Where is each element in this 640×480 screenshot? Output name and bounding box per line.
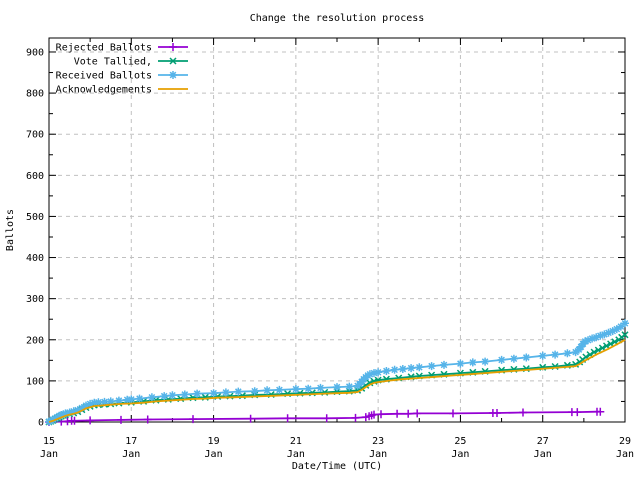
plot-border xyxy=(48,37,626,423)
x-tick-label-month: Jan xyxy=(122,449,140,460)
x-tick-label-day: 17 xyxy=(125,436,137,447)
x-tick-label-day: 15 xyxy=(43,436,55,447)
tick-labels: 0 100 200 300 400 500 600 700 800 900 15 Jan 17 Jan 19… xyxy=(26,47,634,460)
grid-lines xyxy=(50,39,624,421)
x-tick-label-month: Jan xyxy=(205,449,223,460)
data-series xyxy=(45,319,629,426)
axes xyxy=(48,37,626,423)
series-received-ballots-line xyxy=(48,322,626,423)
series-vote-tallied-markers xyxy=(45,331,629,426)
y-tick-label-100: 100 xyxy=(26,376,44,387)
x-tick-label-day: 19 xyxy=(208,436,220,447)
legend-marker-plus-icon xyxy=(169,43,177,51)
legend: Rejected Ballots Vote Tallied, Received Ba… xyxy=(56,43,188,96)
legend-label-1: Vote Tallied, xyxy=(74,57,152,68)
x-tick-label-month: Jan xyxy=(369,449,387,460)
y-tick-label-300: 300 xyxy=(26,294,44,305)
x-tick-label-day: 29 xyxy=(619,436,631,447)
legend-marker-star-icon xyxy=(169,71,177,79)
legend-label-2: Received Ballots xyxy=(56,71,152,82)
y-tick-label-700: 700 xyxy=(26,130,44,141)
y-tick-label-500: 500 xyxy=(26,212,44,223)
legend-marker-cross-icon xyxy=(169,57,177,65)
x-tick-label-day: 21 xyxy=(290,436,302,447)
y-tick-label-400: 400 xyxy=(26,253,44,264)
legend-label-0: Rejected Ballots xyxy=(56,43,152,54)
y-axis-label: Ballots xyxy=(5,209,16,251)
series-vote-tallied-line xyxy=(48,334,626,423)
x-tick-label-month: Jan xyxy=(40,449,58,460)
x-tick-label-month: Jan xyxy=(534,449,552,460)
legend-label-3: Acknowledgements xyxy=(56,85,152,96)
x-axis-label: Date/Time (UTC) xyxy=(292,461,382,472)
x-tick-label-month: Jan xyxy=(616,449,634,460)
chart-title: Change the resolution process xyxy=(250,13,425,24)
y-tick-label-800: 800 xyxy=(26,89,44,100)
x-tick-label-month: Jan xyxy=(287,449,305,460)
y-tick-label-600: 600 xyxy=(26,171,44,182)
series-received-ballots-markers xyxy=(45,319,629,426)
x-tick-label-day: 25 xyxy=(454,436,466,447)
x-tick-label-day: 23 xyxy=(372,436,384,447)
x-tick-label-day: 27 xyxy=(537,436,549,447)
y-tick-label-200: 200 xyxy=(26,335,44,346)
series-acknowledgements-line xyxy=(48,339,626,423)
x-tick-label-month: Jan xyxy=(451,449,469,460)
y-tick-label-0: 0 xyxy=(38,418,44,429)
y-tick-label-900: 900 xyxy=(26,47,44,58)
series-rejected-ballots-markers xyxy=(45,407,605,426)
